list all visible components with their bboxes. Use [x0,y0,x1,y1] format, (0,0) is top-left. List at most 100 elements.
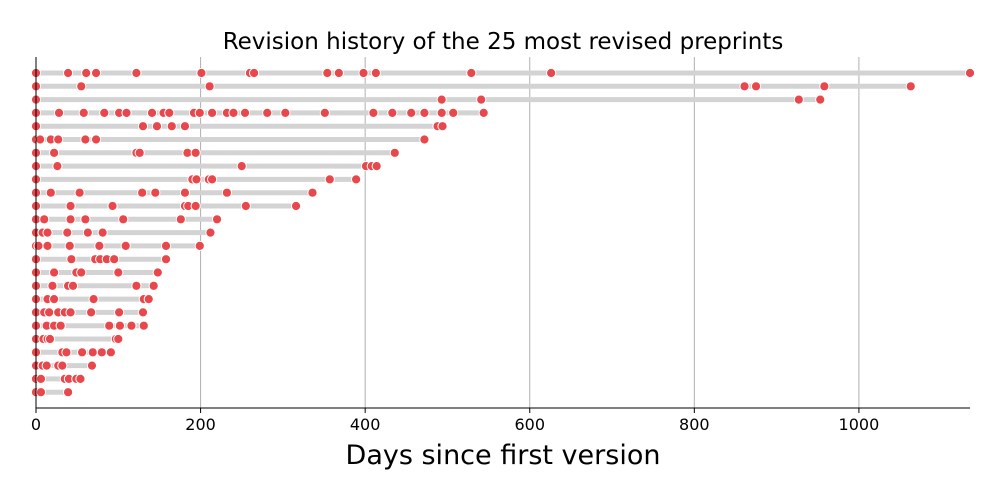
revision-point [137,121,149,132]
revision-point [90,67,102,79]
revision-point [53,107,65,119]
revision-point [351,174,362,185]
revision-point [148,280,159,291]
revision-point [39,214,50,225]
revision-point [134,147,145,158]
revision-point [448,107,459,119]
revision-point [905,81,916,92]
revision-point [166,121,177,132]
revision-point [42,227,53,238]
revision-point [107,200,118,212]
revision-point [105,347,116,358]
revision-point [94,240,105,251]
revision-point [546,67,557,79]
revision-point [53,134,64,145]
chart-title: Revision history of the 25 most revised … [223,29,784,55]
revision-point [319,107,330,119]
revision-point [164,107,175,119]
revision-point [371,161,382,172]
revision-point [221,187,233,198]
revision-point [280,107,291,119]
revision-point [80,214,91,225]
revision-point [44,307,55,318]
gridlines [200,57,860,408]
revision-point [387,107,398,119]
revision-point [67,280,79,291]
x-tick-label: 0 [31,415,41,434]
revision-point [35,134,46,145]
revision-point [179,121,191,132]
revision-point [55,320,66,331]
revision-point [152,267,163,278]
revision-point [419,107,430,119]
revision-point [65,200,76,212]
revision-point [333,67,344,79]
revision-point [78,107,89,119]
revision-point [86,307,97,318]
revision-point [262,107,273,119]
revision-point [131,280,142,291]
revision-point [74,187,85,198]
revision-point [175,214,186,225]
revision-point [126,320,137,331]
revision-point [194,107,205,119]
x-tick-label: 200 [185,415,216,434]
revision-point [228,107,239,119]
revision-point [82,227,93,238]
x-axis-ticks: 0 200 400 600 800 1000 [31,408,879,434]
revision-point [86,360,98,371]
revision-point [76,81,87,92]
revision-point [436,94,447,105]
revision-point [204,81,215,92]
revision-point [370,67,381,79]
revision-point [436,107,447,119]
revision-point [324,174,335,185]
revision-point [368,107,379,119]
revision-point [41,360,52,371]
revision-point [96,347,107,358]
revision-point [150,187,161,198]
revision-point [62,227,73,238]
revision-point [322,67,333,79]
revision-point [35,373,47,384]
revision-point [290,200,302,212]
revision-point [750,81,762,92]
x-tick-label: 1000 [839,415,880,434]
revision-point [120,240,131,251]
revision-point [358,67,369,79]
revision-point [62,67,74,79]
x-tick-label: 400 [350,415,381,434]
revision-point [240,200,251,212]
revision-point [65,307,76,318]
revision-point [248,67,260,79]
revision-point [66,254,77,265]
revision-point [739,81,750,92]
revision-point [57,360,68,371]
revision-point [118,214,129,225]
revision-point [64,240,75,251]
revision-point [81,67,92,79]
revision-point [99,107,110,119]
revision-point [307,187,318,198]
revision-point [35,387,47,398]
revision-point [389,147,400,158]
revision-point [476,94,487,105]
revision-point [160,254,172,265]
revision-point [76,267,87,278]
revision-point [131,67,142,79]
revision-point [146,107,158,119]
revision-point [194,240,205,251]
revision-point [466,67,477,79]
revision-point [964,67,976,79]
revision-point [88,294,99,305]
revision-point [97,227,108,238]
x-tick-label: 600 [514,415,545,434]
revision-point [61,347,72,358]
revision-point [196,67,207,79]
revision-point [75,373,86,384]
revision-point [191,174,202,185]
revision-point [42,240,53,251]
revision-point [160,240,172,251]
x-tick-label: 800 [679,415,710,434]
